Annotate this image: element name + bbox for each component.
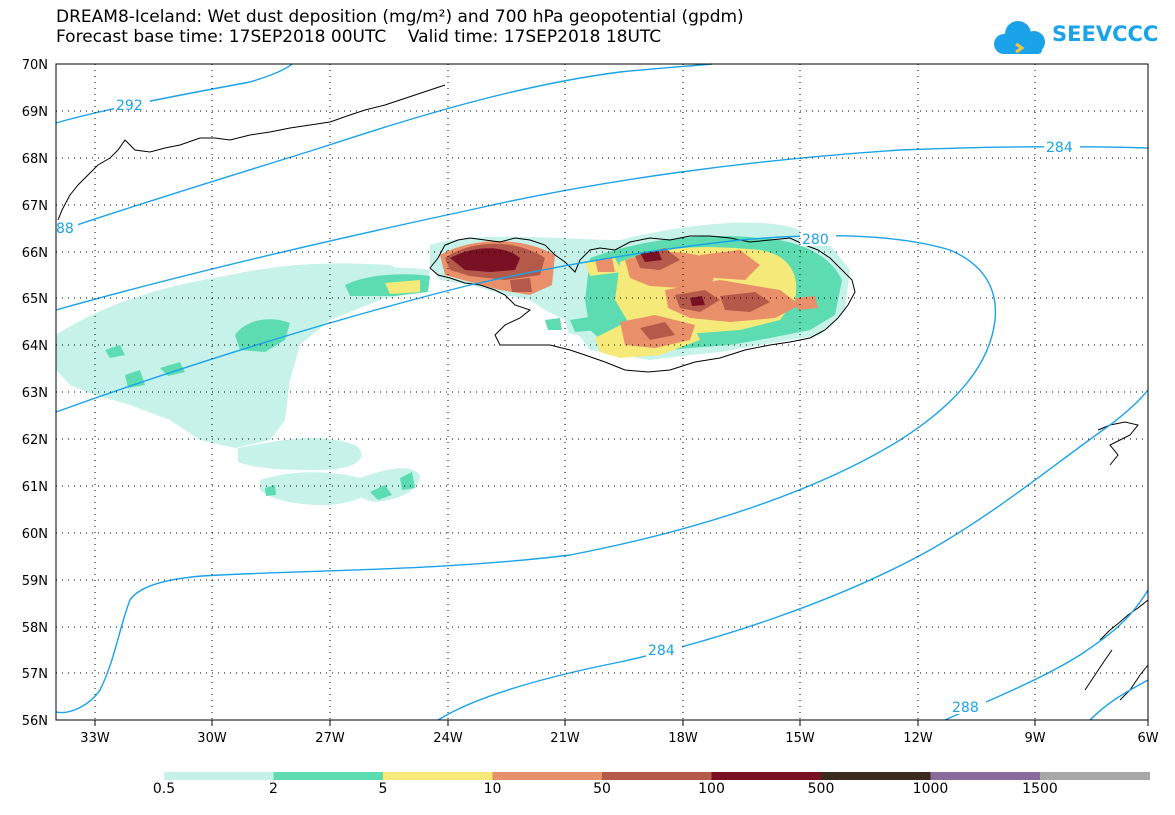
legend-label: 10 <box>483 781 502 797</box>
lon-label: 21W <box>550 731 580 746</box>
legend-label: 1000 <box>912 781 949 797</box>
legend-swatch <box>930 772 1041 780</box>
lat-label: 63N <box>22 386 48 401</box>
contour-label: 292 <box>116 98 143 114</box>
greenland-coastline <box>55 84 446 226</box>
map-title-line2: Forecast base time: 17SEP2018 00UTC Vali… <box>56 27 662 47</box>
color-legend <box>164 772 1150 780</box>
contour-label-group: 292 88 284 280 284 288 <box>56 96 1080 716</box>
logo-text: SEEVCCC <box>1052 22 1159 46</box>
legend-label: 0.5 <box>152 781 176 797</box>
lat-label: 65N <box>22 292 48 307</box>
contour-label: 288 <box>952 700 979 716</box>
lat-label: 60N <box>22 527 48 542</box>
lat-label: 69N <box>22 105 48 120</box>
legend-swatch <box>164 772 274 780</box>
lon-label: 6W <box>1137 731 1158 746</box>
lon-label: 27W <box>315 731 345 746</box>
contour-label: 88 <box>56 221 74 237</box>
legend-label: 5 <box>378 781 388 797</box>
contour-label: 284 <box>648 643 675 659</box>
geopotential-contours <box>55 63 1149 721</box>
lat-label: 56N <box>22 714 48 729</box>
map-frame <box>55 63 1149 721</box>
map-title-line1: DREAM8-Iceland: Wet dust deposition (mg/… <box>56 7 744 27</box>
contour-label: 284 <box>1046 140 1073 156</box>
map-grid <box>56 64 1148 720</box>
legend-label: 50 <box>593 781 611 797</box>
lat-label: 66N <box>22 246 48 261</box>
legend-swatch <box>492 772 603 780</box>
legend-swatch <box>821 772 931 780</box>
latitude-labels: 70N 69N 68N 67N 66N 65N 64N 63N 62N 61N … <box>22 58 48 729</box>
scotland-coastline <box>1084 599 1149 701</box>
lon-label: 15W <box>785 731 815 746</box>
lat-label: 62N <box>22 433 48 448</box>
lat-label: 59N <box>22 574 48 589</box>
legend-label: 2 <box>269 781 278 797</box>
contour-label: 280 <box>802 232 829 248</box>
lon-label: 9W <box>1024 731 1045 746</box>
legend-swatch <box>273 772 384 780</box>
faroe-coastline <box>1097 421 1139 466</box>
lon-label: 30W <box>197 731 227 746</box>
lat-label: 70N <box>22 58 48 73</box>
cloud-icon <box>994 21 1045 54</box>
iceland-coastline <box>429 235 856 373</box>
longitude-labels: 33W 30W 27W 24W 21W 18W 15W 12W 9W 6W <box>80 731 1158 746</box>
lon-label: 24W <box>433 731 463 746</box>
legend-swatch <box>602 772 712 780</box>
lon-label: 12W <box>903 731 933 746</box>
legend-swatch <box>383 772 493 780</box>
lat-label: 64N <box>22 339 48 354</box>
lat-label: 58N <box>22 621 48 636</box>
legend-swatch <box>711 772 822 780</box>
lat-label: 61N <box>22 480 48 495</box>
map-ticks <box>94 720 1149 726</box>
lon-label: 33W <box>80 731 110 746</box>
lat-label: 67N <box>22 199 48 214</box>
legend-label: 100 <box>698 781 725 797</box>
legend-label: 1500 <box>1022 781 1058 797</box>
legend-label: 500 <box>807 781 835 797</box>
lat-label: 57N <box>22 667 48 682</box>
lat-label: 68N <box>22 152 48 167</box>
lon-label: 18W <box>668 731 698 746</box>
legend-swatch <box>1040 772 1150 780</box>
